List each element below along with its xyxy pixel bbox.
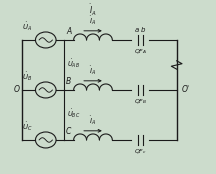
Text: $QF_A$: $QF_A$	[133, 48, 147, 56]
Text: a: a	[135, 27, 139, 33]
Text: O': O'	[181, 85, 189, 94]
Text: $\dot{I}_A$: $\dot{I}_A$	[89, 114, 97, 127]
Text: $\dot{U}_{BC}$: $\dot{U}_{BC}$	[67, 107, 81, 120]
Text: $\dot{I}_A$: $\dot{I}_A$	[89, 14, 97, 27]
Text: $\dot{I}_A$: $\dot{I}_A$	[89, 3, 97, 18]
Text: $QF_B$: $QF_B$	[133, 97, 147, 106]
Text: C: C	[66, 127, 71, 136]
Text: B: B	[66, 77, 71, 86]
Text: $\dot{U}_A$: $\dot{U}_A$	[22, 20, 32, 33]
Text: $QF_c$: $QF_c$	[134, 148, 147, 156]
Text: b: b	[141, 27, 146, 33]
Text: $\dot{I}_A$: $\dot{I}_A$	[89, 64, 97, 77]
Text: $\dot{U}_C$: $\dot{U}_C$	[22, 120, 32, 133]
Text: $\dot{U}_{AB}$: $\dot{U}_{AB}$	[67, 57, 80, 70]
Text: $\dot{U}_B$: $\dot{U}_B$	[22, 70, 32, 83]
Text: O: O	[14, 85, 20, 94]
Text: A: A	[66, 27, 71, 36]
